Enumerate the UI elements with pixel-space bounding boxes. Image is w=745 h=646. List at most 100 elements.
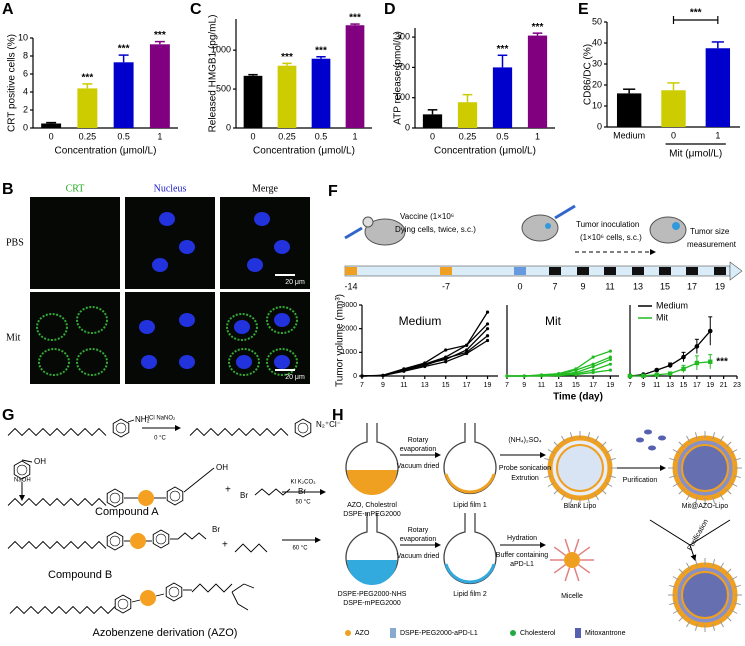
legend-icon <box>345 630 351 636</box>
nucleus <box>254 212 270 226</box>
x-tick-label: 0 <box>49 131 54 141</box>
marker <box>360 374 364 378</box>
peg-chain <box>587 432 591 440</box>
y-tick-label: 0 <box>405 122 410 132</box>
significance: *** <box>349 13 361 24</box>
peg-chain <box>594 435 599 443</box>
x-tick-label: 17 <box>463 382 471 389</box>
legend-label: Mitoxantrone <box>585 630 626 637</box>
peg-chain <box>553 488 560 495</box>
condition: 50 °C <box>295 500 311 506</box>
step-label: evaporation <box>400 536 437 543</box>
peg-chain <box>669 584 677 588</box>
series-line <box>629 330 711 377</box>
marker <box>381 374 385 378</box>
peg-chain <box>547 449 555 454</box>
y-axis-label: Tumor volume (mm³) <box>335 294 346 387</box>
timeline-mark <box>577 267 589 275</box>
peg-chain <box>733 475 741 479</box>
significance: *** <box>281 52 293 63</box>
bond <box>243 583 255 589</box>
significance: *** <box>118 44 130 55</box>
crt-stain <box>226 313 258 341</box>
x-tick-label: 0.25 <box>459 131 477 141</box>
y-tick-label: 300 <box>395 31 410 41</box>
timeline-mark <box>549 267 561 275</box>
flask-label: DSPE-mPEG2000 <box>343 511 401 518</box>
atom-label: Br <box>240 491 248 500</box>
peg-chain <box>725 488 732 495</box>
micrograph <box>220 197 310 289</box>
bar <box>77 88 98 128</box>
nucleus <box>139 320 155 334</box>
marker <box>681 354 686 360</box>
compound-label: Azobenzene derivation (AZO) <box>93 627 238 639</box>
panel-label: B <box>2 181 14 198</box>
marker <box>608 355 612 359</box>
marker <box>539 374 544 378</box>
flask-label: Lipid film 1 <box>453 502 487 509</box>
peg-chain <box>730 576 738 581</box>
atom-label: OH <box>216 463 228 472</box>
peg-chain <box>733 457 741 461</box>
significance: *** <box>154 30 166 41</box>
benzene-ring <box>152 529 170 549</box>
x-tick-label: 7 <box>505 382 509 389</box>
y-axis-label: CRT positive cells (%) <box>7 34 18 132</box>
aromatic-circle <box>155 533 167 545</box>
y-tick-label: 10 <box>592 100 602 110</box>
bar <box>616 93 642 127</box>
aromatic-circle <box>115 422 127 434</box>
nucleus <box>179 240 195 254</box>
marker <box>627 373 633 379</box>
peg-chain <box>594 493 599 501</box>
y-tick-label: 20 <box>592 79 602 89</box>
panel-label: F <box>328 183 338 200</box>
peg-chain <box>672 449 680 454</box>
x-tick-label: 1 <box>352 131 357 141</box>
crt-stain <box>76 348 108 376</box>
marker <box>505 374 509 378</box>
marker <box>667 363 673 368</box>
nucleus <box>159 212 175 226</box>
y-tick-label: 2 <box>23 104 28 114</box>
mouse <box>649 216 687 244</box>
x-tick-label: 7 <box>360 382 364 389</box>
peg-chain <box>669 457 677 461</box>
timeline-day: -14 <box>344 281 357 291</box>
step-label: Rotary <box>408 437 429 444</box>
flask-label: AZO, Cholestrol <box>347 502 397 509</box>
y-tick-label: 10 <box>18 32 28 42</box>
peg-chain <box>712 432 716 440</box>
nucleus <box>152 258 168 272</box>
y-tick-label: 8 <box>23 50 28 60</box>
chart-title: Mit <box>545 314 562 328</box>
x-tick-label: 13 <box>421 382 429 389</box>
amine <box>234 543 268 553</box>
timeline-mark <box>440 267 452 275</box>
peg-chain <box>730 482 738 487</box>
annotation: *** <box>716 356 728 367</box>
crt-stain <box>266 348 298 376</box>
significance: *** <box>315 45 327 56</box>
mouse <box>521 204 576 242</box>
marker <box>522 374 526 378</box>
benzene-ring <box>166 486 184 506</box>
azo-group <box>130 533 146 549</box>
peg-chain <box>569 432 573 440</box>
flask-label: DSPE-PEG2000-NHS <box>338 591 407 598</box>
x-tick-label: 21 <box>720 382 728 389</box>
bar <box>41 123 62 128</box>
nucleus <box>141 355 157 369</box>
condition: 0 °C <box>154 436 166 442</box>
bond <box>21 459 33 463</box>
legend-label: Cholesterol <box>520 630 556 637</box>
x-tick-label: 11 <box>400 382 407 389</box>
peg-chain <box>686 435 691 443</box>
group-label: Mit (μmol/L) <box>669 149 722 160</box>
bar <box>311 58 331 129</box>
micrograph <box>30 292 120 384</box>
bar <box>345 25 365 129</box>
step-label: Vacuum dried <box>397 463 440 470</box>
peg-chain <box>678 568 685 575</box>
